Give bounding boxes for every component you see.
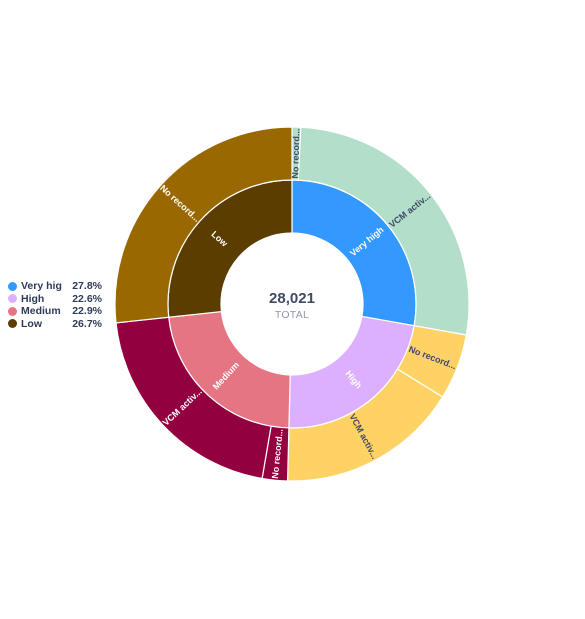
legend-item-very-high[interactable]: Very hig 27.8% [8,280,102,293]
legend-swatch-low [8,319,17,329]
inner-ring [167,179,417,429]
center-total-label: TOTAL [275,309,309,321]
outer-label-very-high-no-record: No record... [290,128,301,178]
legend-percent: 27.8% [72,280,102,293]
legend-swatch-high [8,294,17,304]
center-total-value: 28,021 [269,290,315,307]
legend-percent: 26.7% [72,317,102,330]
legend-label: High [21,292,45,305]
legend-swatch-medium [8,306,17,316]
outer-segment-low-no-record[interactable] [114,126,293,324]
legend-swatch-very-high [8,281,17,291]
outer-ring [114,126,470,482]
chart-legend: Very hig 27.8% High 22.6% Medium 22.9% L… [8,280,102,330]
legend-label: Medium [21,305,61,318]
outer-segment-very-high-vcm-activ[interactable] [297,126,470,336]
outer-label-medium-no-record: No record... [270,428,285,479]
legend-label: Low [21,317,42,330]
legend-label: Very hig [21,280,62,293]
legend-item-low[interactable]: Low 26.7% [8,318,102,331]
legend-item-high[interactable]: High 22.6% [8,293,102,306]
legend-percent: 22.6% [72,292,102,305]
legend-item-medium[interactable]: Medium 22.9% [8,305,102,318]
legend-percent: 22.9% [72,305,102,318]
